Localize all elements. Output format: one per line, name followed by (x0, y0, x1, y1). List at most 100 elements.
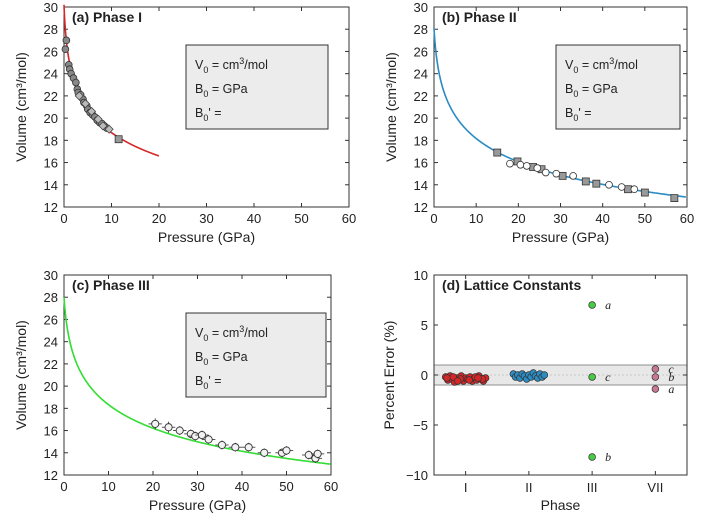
b0-line: B0 = GPa (195, 350, 248, 367)
b0-symbol: B (195, 82, 203, 96)
b0-line: B0 = GPa (565, 82, 618, 99)
y-tick-label: 30 (44, 268, 58, 283)
x-tick-label: 20 (146, 479, 160, 494)
x-tick-label: 30 (199, 211, 213, 226)
data-point (588, 453, 596, 461)
b0p-equals: ' = (208, 374, 221, 388)
y-tick-label: 30 (44, 0, 58, 15)
y-tick-label: 28 (414, 22, 428, 37)
point-annotation: c (605, 370, 611, 384)
data-point (651, 385, 660, 393)
b0-prime-line: B0' = (195, 374, 222, 391)
data-point-circle (260, 448, 269, 457)
data-point-circle (516, 160, 525, 169)
x-axis-label: Pressure (GPa) (158, 229, 255, 245)
x-tick-label: 50 (638, 211, 652, 226)
parameter-box (555, 44, 681, 130)
b0-unit: GPa (223, 82, 248, 96)
b0-unit: GPa (223, 350, 248, 364)
x-tick-label: 40 (247, 211, 261, 226)
x-tick-label: I (464, 480, 468, 495)
data-point-circle (231, 443, 240, 452)
y-tick-label: 0 (421, 368, 428, 383)
y-tick-label: 16 (44, 156, 58, 171)
y-axis-label: Percent Error (%) (381, 321, 397, 430)
point-annotation: a (668, 382, 674, 396)
x-tick-label: 10 (469, 211, 483, 226)
v0-unit-tail: /mol (244, 58, 268, 72)
data-point-circle (552, 169, 561, 178)
y-axis-label: Volume (cm³/mol) (383, 52, 399, 162)
data-point-circle (313, 449, 322, 458)
data-point-circle (617, 183, 626, 191)
x-tick-label: VII (647, 480, 663, 495)
b0p-subscript: 0 (203, 113, 208, 123)
data-point-diamond (86, 106, 97, 117)
b0-unit: GPa (593, 82, 618, 96)
data-point-circle (541, 168, 550, 177)
b0-subscript: 0 (203, 89, 208, 99)
x-tick-label: 50 (279, 479, 293, 494)
data-point-circle (151, 419, 160, 428)
data-point-circle (244, 443, 253, 452)
data-point-circle (605, 180, 613, 189)
v0-unit-tail: /mol (614, 58, 638, 72)
v0-equals: = (578, 58, 592, 72)
data-point-square (624, 185, 632, 194)
parameter-box (185, 44, 329, 130)
y-tick-label: 12 (44, 468, 58, 483)
b0-equals: = (208, 350, 222, 364)
data-point-square (558, 171, 567, 180)
data-point-circle (62, 36, 71, 45)
x-tick-label: 60 (324, 479, 338, 494)
x-tick-label: 20 (511, 211, 525, 226)
b0-subscript: 0 (203, 357, 208, 367)
x-tick-label: 20 (152, 211, 166, 226)
y-tick-label: 18 (44, 133, 58, 148)
y-tick-label: 28 (44, 22, 58, 37)
data-point-circle (197, 430, 206, 440)
data-point (443, 374, 451, 382)
x-tick-label: 50 (294, 211, 308, 226)
panel-2: 0 10 20 30 40 50 6012141618202224262830Pressur… (13, 268, 338, 513)
data-point-square (670, 194, 679, 203)
b0-subscript: 0 (573, 89, 578, 99)
data-point-square (592, 179, 601, 188)
v0-unit: cm (223, 58, 240, 72)
parameter-box (185, 312, 327, 398)
b0p-symbol: B (195, 106, 203, 120)
data-point (465, 376, 473, 384)
data-point-circle (72, 78, 80, 87)
v0-unit-exp: 3 (239, 56, 244, 66)
b0-symbol: B (565, 82, 573, 96)
x-tick-label: 0 (60, 479, 67, 494)
x-tick-label: 0 (430, 211, 437, 226)
panel-title: (b) Phase II (442, 9, 517, 25)
panel-title: (c) Phase III (72, 277, 150, 293)
v0-unit: cm (593, 58, 610, 72)
data-point-circle (506, 159, 514, 168)
y-tick-label: 22 (44, 357, 58, 372)
b0-prime-line: B0' = (565, 106, 592, 123)
data-point-circle (175, 426, 184, 435)
panel-1: 0 10 20 30 40 50 6012141618202224262830Pressur… (383, 0, 694, 245)
v0-unit: cm (223, 326, 240, 340)
y-tick-label: 20 (44, 379, 58, 394)
y-axis-label: Volume (cm³/mol) (13, 320, 29, 430)
b0p-subscript: 0 (573, 113, 578, 123)
v0-line: V0 = cm3/mol (195, 324, 268, 343)
panel-title: (a) Phase I (72, 9, 142, 25)
v0-line: V0 = cm3/mol (565, 56, 638, 75)
data-point-circle (164, 423, 173, 432)
data-point (540, 371, 549, 379)
data-point-circle (569, 172, 577, 180)
data-point-circle (204, 435, 213, 444)
y-tick-label: 22 (414, 89, 428, 104)
y-tick-label: 24 (414, 67, 428, 82)
v0-symbol: V (195, 58, 204, 72)
data-point-circle (61, 45, 70, 54)
x-tick-label: 40 (235, 479, 249, 494)
y-tick-label: 26 (44, 44, 58, 59)
point-annotation: b (668, 370, 674, 384)
